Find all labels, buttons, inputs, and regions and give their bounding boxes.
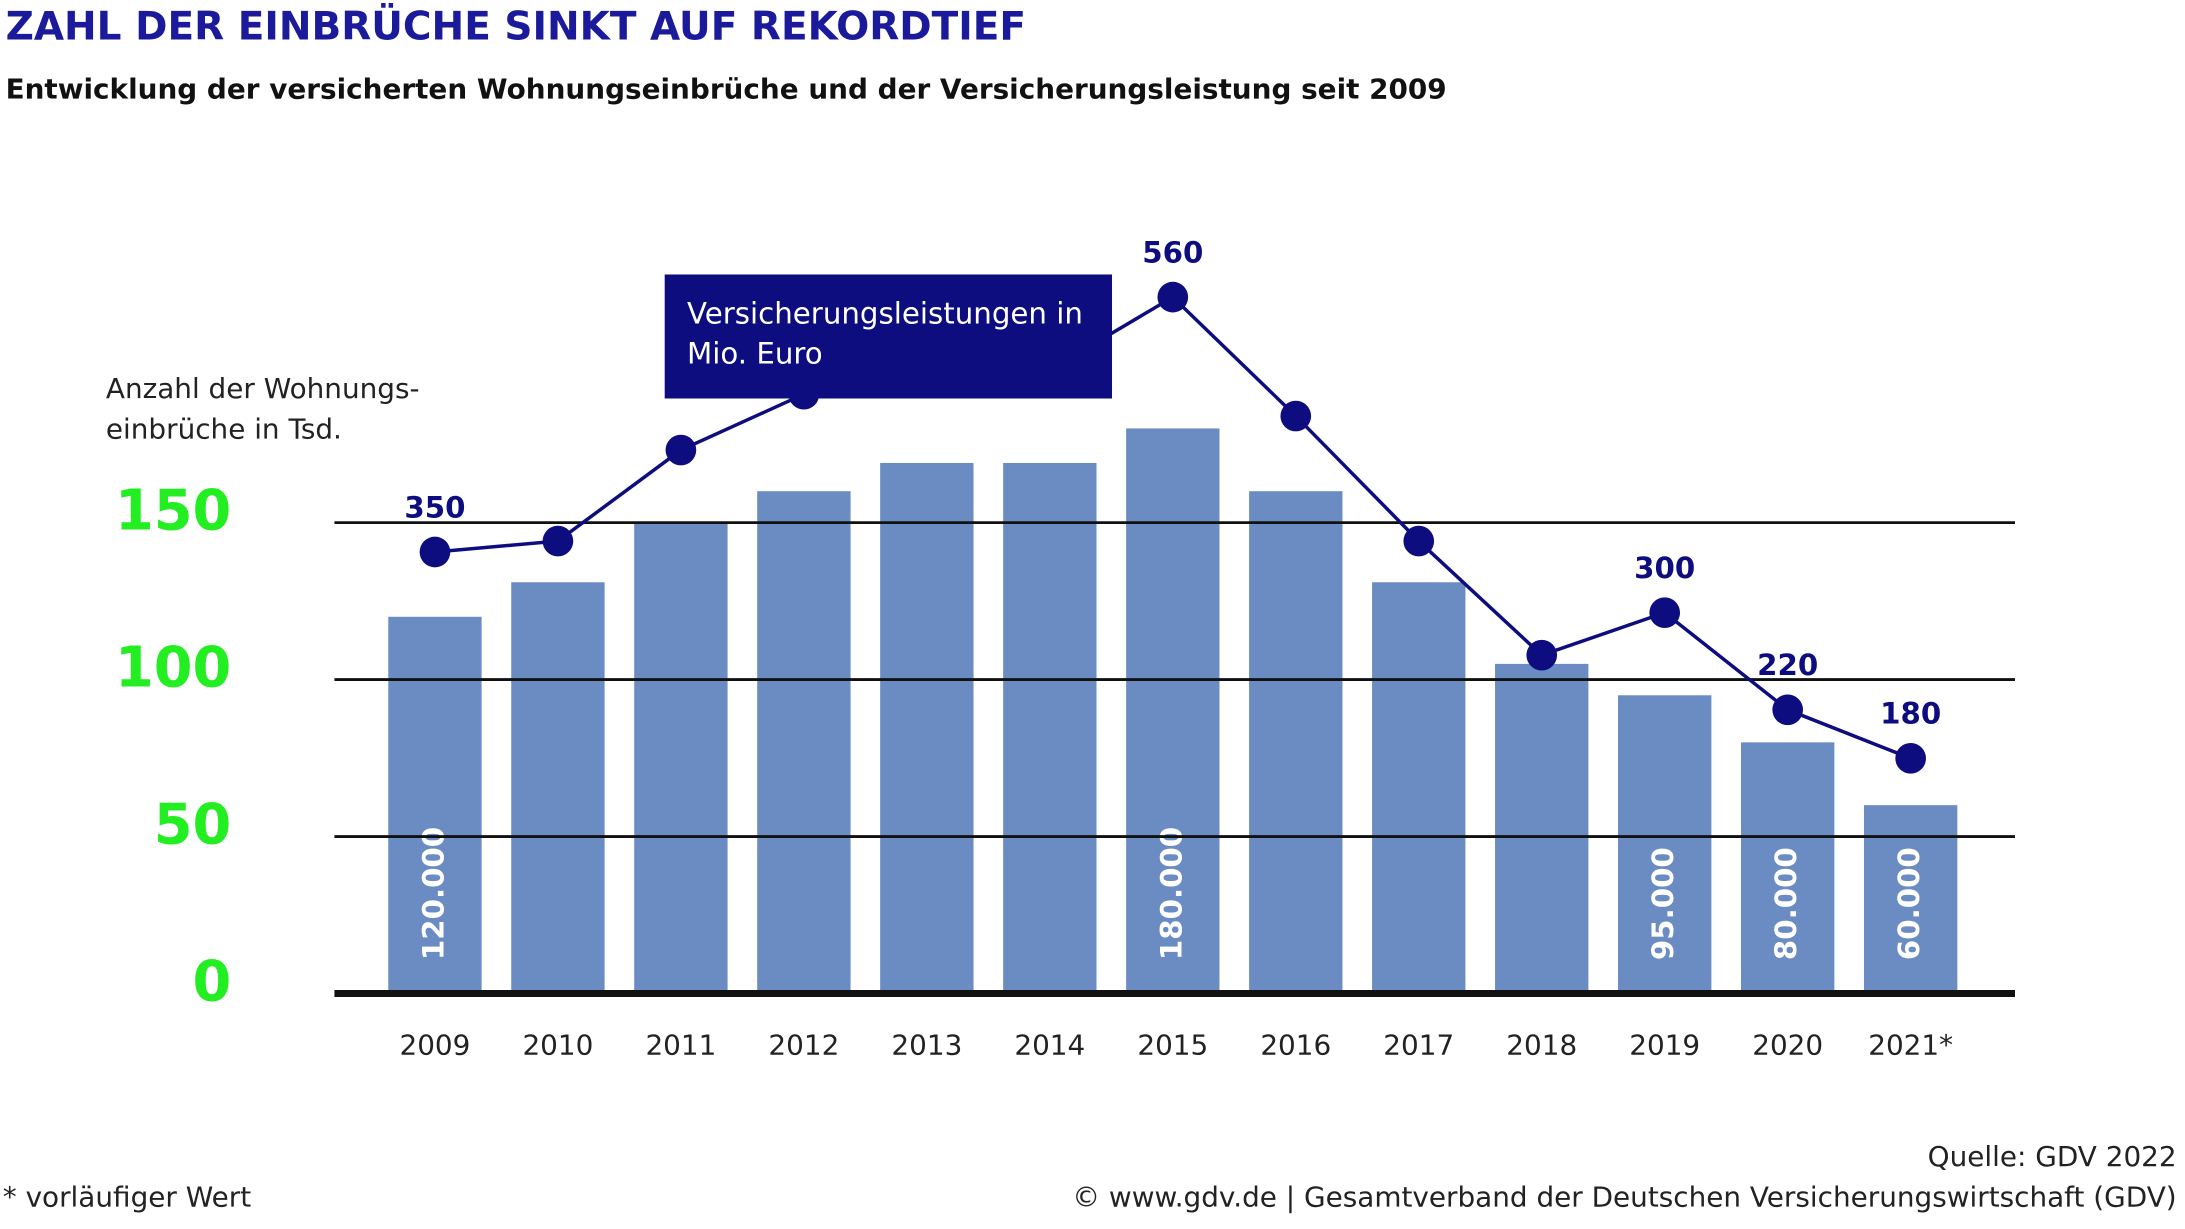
- y-tick-label: 0: [193, 949, 232, 1014]
- x-tick-label: 2012: [768, 1028, 839, 1061]
- bar: [634, 522, 728, 994]
- x-tick-label: 2021*: [1868, 1028, 1953, 1061]
- line-point: [542, 525, 574, 557]
- line-point: [1772, 694, 1804, 726]
- y-axis-label: Anzahl der Wohnungs-: [106, 372, 420, 405]
- x-tick-label: 2015: [1137, 1028, 1208, 1061]
- line-value-label: 560: [1142, 235, 1203, 269]
- x-tick-label: 2010: [522, 1028, 593, 1061]
- legend: Versicherungsleistungen in Mio. Euro: [686, 296, 1083, 371]
- x-tick-label: 2009: [399, 1028, 470, 1061]
- bar: [1495, 663, 1589, 994]
- line-point: [1649, 597, 1681, 629]
- line-value-label: 300: [1634, 551, 1695, 585]
- bar-value-label: 180.000: [1154, 827, 1188, 960]
- x-tick-label: 2018: [1506, 1028, 1577, 1061]
- bar: [1003, 462, 1097, 994]
- chart-subtitle: Entwicklung der versicherten Wohnungsein…: [6, 73, 1447, 106]
- line-value-label: 180: [1880, 697, 1941, 731]
- x-tick-label: 2014: [1014, 1028, 1085, 1061]
- line-point: [1526, 639, 1558, 671]
- bar: [1249, 491, 1343, 994]
- legend-label: Versicherungsleistungen in Mio. Euro: [686, 296, 1083, 371]
- y-tick-label: 100: [115, 635, 231, 700]
- line-value-label: 350: [404, 490, 465, 524]
- bar-value-label: 95.000: [1646, 847, 1680, 960]
- line-point: [1895, 743, 1926, 774]
- line-point: [419, 536, 451, 568]
- line-point: [1157, 281, 1189, 313]
- copyright: © www.gdv.de | Gesamtverband der Deutsch…: [1072, 1180, 2176, 1213]
- line-point: [1280, 400, 1312, 432]
- x-tick-label: 2019: [1629, 1028, 1700, 1061]
- bar-value-label: 120.000: [416, 827, 450, 960]
- bar-value-label: 80.000: [1769, 847, 1803, 960]
- bar-value-label: 60.000: [1892, 847, 1926, 960]
- x-tick-label: 2020: [1752, 1028, 1823, 1061]
- bar: [757, 491, 851, 994]
- footnote: * vorläufiger Wert: [3, 1180, 251, 1213]
- x-tick-label: 2016: [1260, 1028, 1331, 1061]
- line-value-label: 220: [1757, 648, 1818, 682]
- chart-title: ZAHL DER EINBRÜCHE SINKT AUF REKORDTIEF: [6, 3, 1026, 50]
- bar: [511, 582, 605, 994]
- x-tick-label: 2017: [1383, 1028, 1454, 1061]
- y-axis-label: einbrüche in Tsd.: [106, 413, 342, 446]
- line-point: [1403, 525, 1435, 557]
- bar: [1740, 742, 1835, 994]
- y-tick-label: 50: [154, 792, 232, 857]
- bar: [1618, 695, 1712, 994]
- bar: [880, 462, 974, 994]
- legend-box: [664, 274, 1113, 399]
- y-tick-label: 150: [115, 478, 231, 543]
- line-point: [665, 434, 697, 466]
- x-tick-label: 2011: [645, 1028, 716, 1061]
- bar: [1372, 582, 1466, 994]
- source: Quelle: GDV 2022: [1928, 1140, 2177, 1173]
- x-tick-label: 2013: [891, 1028, 962, 1061]
